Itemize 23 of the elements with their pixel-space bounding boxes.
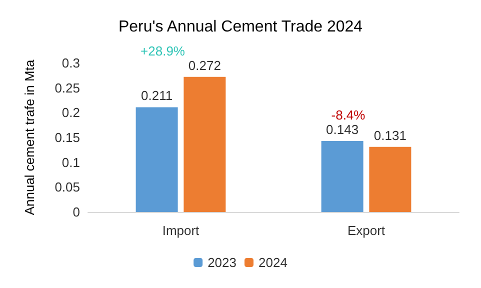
data-label: 0.211	[141, 88, 173, 104]
x-tick-label: Import	[162, 223, 200, 238]
bar	[136, 107, 178, 212]
y-tick-label: 0.05	[54, 180, 80, 195]
y-axis-title: Annual cement trafe in Mta	[22, 59, 37, 216]
y-tick-label: 0.2	[62, 105, 80, 120]
y-tick-label: 0	[72, 204, 80, 220]
bar	[184, 76, 226, 212]
y-tick-label: 0.25	[54, 80, 80, 96]
y-tick-label: 0.15	[54, 130, 80, 145]
x-tick-label: Export	[347, 223, 386, 238]
y-tick-label: 0.3	[62, 56, 80, 70]
legend-label: 2024	[258, 255, 288, 270]
chart-title: Peru's Annual Cement Trade 2024	[118, 18, 363, 36]
annotation: -8.4%	[331, 107, 366, 122]
data-label: 0.143	[326, 122, 359, 137]
data-label: 0.131	[374, 128, 406, 143]
y-tick-label: 0.1	[62, 154, 80, 170]
bar	[369, 146, 412, 212]
text: +28.9%	[140, 43, 186, 58]
data-label: 0.272	[188, 58, 221, 73]
bar	[321, 140, 364, 212]
legend-label: 2023	[208, 255, 236, 270]
